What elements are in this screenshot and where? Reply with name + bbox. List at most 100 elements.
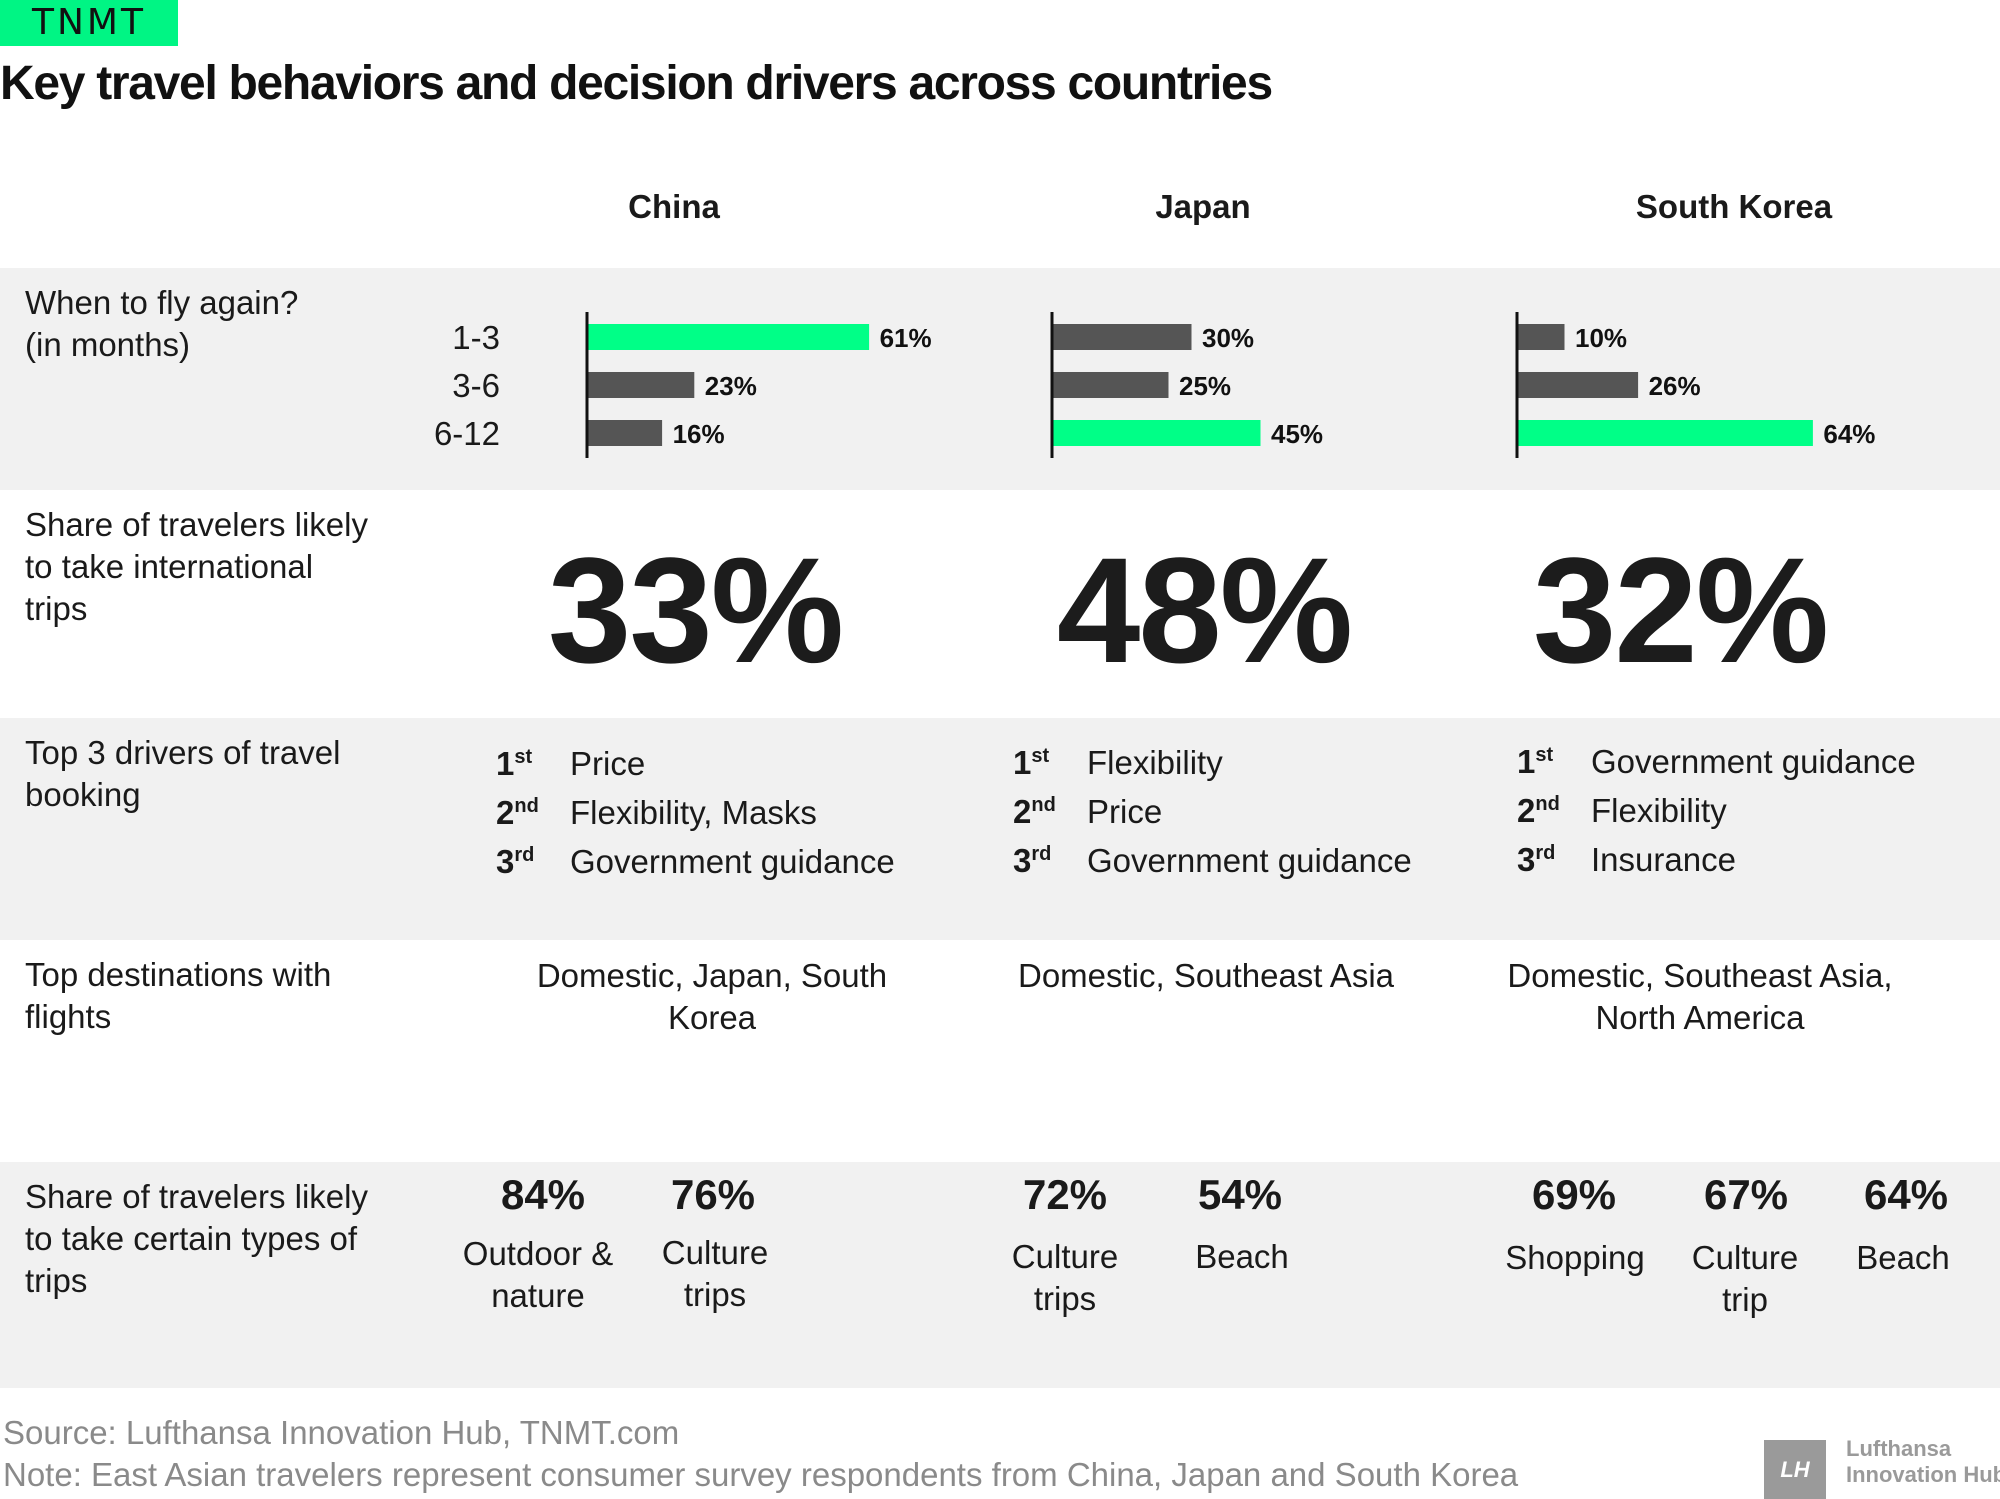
driver-text: Flexibility [1087,744,1223,781]
driver-rank: 1st [496,745,533,782]
destination-line: Domestic, Japan, South [536,957,888,994]
destination-line: North America [1595,999,1805,1036]
row-label-line: Top destinations with [25,956,332,993]
category-label-1-3: 1-3 [452,319,500,356]
band-fly-again [0,268,2000,490]
bar-1-3 [1053,324,1192,350]
trip-type-pct: 54% [1197,1171,1283,1218]
bar-6-12 [1518,420,1813,446]
note-text: Note: East Asian travelers represent con… [3,1456,1519,1493]
band-trip-types [0,1162,2000,1388]
row-label-line: booking [25,776,141,813]
driver-item: 3rd Government guidance [496,834,895,883]
driver-text: Government guidance [1087,842,1412,879]
driver-rank: 3rd [1517,841,1556,878]
category-label-3-6: 3-6 [452,367,500,404]
bar-value-label: 25% [1179,371,1231,401]
driver-rank: 2nd [496,794,539,831]
row-label-line: flights [25,998,112,1035]
trip-type-pct: 84% [500,1171,586,1218]
trip-type-pct: 69% [1531,1171,1617,1218]
row-label-line: (in months) [25,326,191,363]
bar-value-label: 23% [705,371,757,401]
drivers-china: 1st Price 2nd Flexibility, Masks 3rd Govern… [496,736,895,883]
band-drivers [0,718,2000,940]
destinations-japan: Domestic, Southeast Asia [1006,955,1406,997]
row-label-drivers: Top 3 drivers of travel booking [25,732,340,816]
lufthansa-innovation-hub-logo-icon: LH [1764,1440,1826,1499]
driver-item: 1st Flexibility [1013,735,1412,784]
trip-type-pct: 64% [1863,1171,1949,1218]
row-label-line: to take certain types of [25,1220,358,1257]
driver-rank: 3rd [496,843,535,880]
country-header-japan: Japan [1155,188,1251,225]
driver-text: Flexibility [1591,792,1727,829]
trip-type-label: Beach [1195,1238,1289,1275]
intl-share-china: 33% [547,526,844,694]
row-label-line: Top 3 drivers of travel [25,734,341,771]
trip-type-label: Shopping [1505,1239,1645,1276]
destination-line: Korea [667,999,757,1036]
drivers-south-korea: 1st Government guidance 2nd Flexibility 3r… [1517,734,1916,881]
trip-type-label: Culture trip [1691,1239,1799,1318]
country-header-south-korea: South Korea [1635,188,1833,225]
trip-type-label: Outdoor & nature [462,1235,614,1314]
driver-text: Price [1087,793,1163,830]
trip-type-label: Culture trips [1011,1238,1119,1317]
trip-type-pct: 76% [670,1171,756,1218]
bar-1-3 [1518,324,1565,350]
tnmt-logo: TNMT [0,0,178,46]
intl-share-japan: 48% [1056,526,1353,694]
row-label-line: trips [25,1262,88,1299]
bar-value-label: 61% [880,323,932,353]
driver-item: 3rd Government guidance [1013,833,1412,882]
bar-value-label: 45% [1271,419,1323,449]
source-note: Source: Lufthansa Innovation Hub, TNMT.c… [3,1412,1518,1496]
driver-rank: 2nd [1517,792,1560,829]
trip-type-label: Culture trips [661,1234,769,1313]
row-label-fly-again: When to fly again? (in months) [25,282,298,366]
bar-3-6 [1053,372,1169,398]
driver-item: 3rd Insurance [1517,832,1916,881]
lufthansa-innovation-hub-logo-text: Lufthansa Innovation Hub [1846,1436,2000,1487]
driver-rank: 1st [1517,743,1554,780]
driver-item: 1st Price [496,736,895,785]
trip-type-pct: 72% [1022,1171,1108,1218]
row-label-share-intl: Share of travelers likely to take intern… [25,504,368,630]
bar-value-label: 26% [1649,371,1701,401]
driver-text: Government guidance [570,843,895,880]
driver-rank: 1st [1013,744,1050,781]
row-label-line: to take international [25,548,314,585]
driver-item: 2nd Price [1013,784,1412,833]
driver-rank: 3rd [1013,842,1052,879]
driver-text: Government guidance [1591,743,1916,780]
source-text: Source: Lufthansa Innovation Hub, TNMT.c… [3,1414,680,1451]
bar-6-12 [588,420,663,446]
trip-type-pct: 67% [1703,1171,1789,1218]
bar-6-12 [1053,420,1261,446]
category-label-6-12: 6-12 [433,415,500,452]
destination-line: Domestic, Southeast Asia [1017,957,1395,994]
bar-3-6 [588,372,695,398]
country-header-china: China [628,188,720,225]
driver-rank: 2nd [1013,793,1056,830]
intl-share-south-korea: 32% [1532,526,1829,694]
bar-value-label: 64% [1823,419,1875,449]
destination-line: Domestic, Southeast Asia, [1507,957,1893,994]
row-label-line: Share of travelers likely [25,1178,368,1215]
row-label-destinations: Top destinations with flights [25,954,331,1038]
driver-text: Flexibility, Masks [570,794,817,831]
bar-3-6 [1518,372,1639,398]
trip-type-label: Beach [1856,1239,1950,1276]
row-label-trip-types: Share of travelers likely to take certai… [25,1176,368,1302]
destinations-china: Domestic, Japan, South Korea [512,955,912,1039]
bar-value-label: 16% [673,419,725,449]
drivers-japan: 1st Flexibility 2nd Price 3rd Government gu… [1013,735,1412,882]
driver-text: Insurance [1591,841,1736,878]
row-label-line: trips [25,590,88,627]
bar-value-label: 10% [1575,323,1627,353]
row-label-line: Share of travelers likely [25,506,368,543]
bar-value-label: 30% [1202,323,1254,353]
driver-item: 2nd Flexibility [1517,783,1916,832]
